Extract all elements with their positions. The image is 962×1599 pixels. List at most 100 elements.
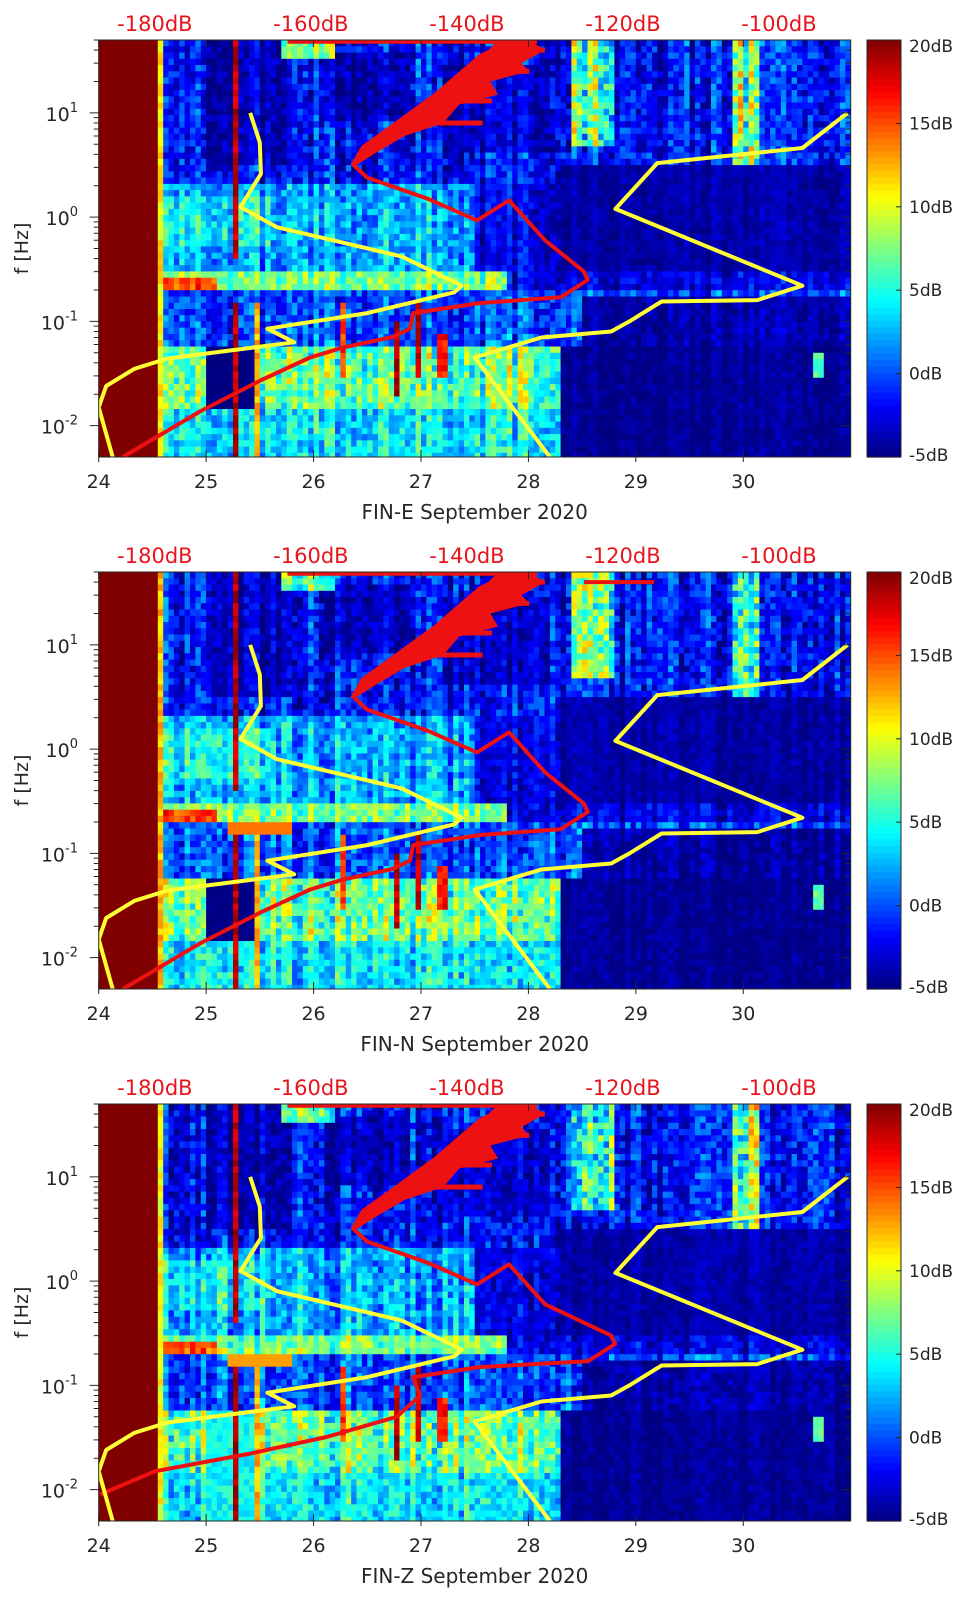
heatmap-cell <box>421 327 427 335</box>
heatmap-cell <box>421 359 427 366</box>
heatmap-cell <box>125 402 132 410</box>
heatmap-cell <box>318 140 325 147</box>
heatmap-cell <box>313 271 320 279</box>
heatmap-cell <box>109 327 116 335</box>
heatmap-cell <box>313 334 320 341</box>
heatmap-cell <box>442 415 449 423</box>
heatmap-cell <box>157 296 164 304</box>
heatmap-cell <box>313 446 320 454</box>
heatmap-cell <box>372 258 379 266</box>
heatmap-cell <box>227 258 234 266</box>
heatmap-cell <box>399 215 406 222</box>
heatmap-cell <box>152 202 159 210</box>
heatmap-cell <box>351 183 358 191</box>
heatmap-cell <box>302 302 309 310</box>
heatmap-cell <box>388 196 395 204</box>
heatmap-cell <box>211 202 218 210</box>
heatmap-cell <box>125 271 132 279</box>
heatmap-cell <box>168 77 175 85</box>
heatmap-cell <box>222 434 229 441</box>
heatmap-cell <box>313 409 320 416</box>
heatmap-cell <box>243 133 250 141</box>
heatmap-cell <box>163 65 170 72</box>
heatmap-cell <box>329 327 336 335</box>
heatmap-cell <box>361 52 368 60</box>
heatmap-cell <box>372 165 379 172</box>
heatmap-cell <box>313 121 320 129</box>
heatmap-cell <box>227 52 234 60</box>
heatmap-cell <box>372 327 379 335</box>
heatmap-cell <box>168 40 175 47</box>
heatmap-cell <box>404 321 411 329</box>
heatmap-cell <box>195 121 202 129</box>
heatmap-cell <box>254 371 261 379</box>
heatmap-cell <box>98 52 105 60</box>
heatmap-cell <box>147 302 153 310</box>
heatmap-cell <box>222 277 229 285</box>
heatmap-cell <box>157 165 164 172</box>
heatmap-cell <box>297 271 304 279</box>
heatmap-cell <box>351 334 358 341</box>
heatmap-cell <box>195 334 202 341</box>
heatmap-cell <box>474 221 481 229</box>
heatmap-cell <box>163 77 170 85</box>
heatmap-cell <box>152 121 159 129</box>
heatmap-cell <box>485 115 492 122</box>
heatmap-cell <box>152 340 159 348</box>
heatmap-cell <box>173 258 180 266</box>
heatmap-cell <box>292 290 299 298</box>
heatmap-cell <box>372 171 379 179</box>
heatmap-cell <box>453 421 460 429</box>
heatmap-cell <box>356 402 363 410</box>
heatmap-cell <box>109 415 116 423</box>
heatmap-cell <box>329 371 336 379</box>
heatmap-cell <box>222 371 229 379</box>
heatmap-cell <box>152 183 159 191</box>
heatmap-cell <box>130 296 137 304</box>
heatmap-cell <box>399 296 406 304</box>
heatmap-cell <box>249 452 256 457</box>
heatmap-cell <box>206 90 213 97</box>
heatmap-cell <box>297 427 304 435</box>
heatmap-cell <box>120 421 127 429</box>
heatmap-cell <box>335 208 341 216</box>
heatmap-cell <box>136 296 143 304</box>
heatmap-cell <box>163 452 170 457</box>
heatmap-cell <box>404 277 411 285</box>
heatmap-cell <box>297 202 304 210</box>
heatmap-cell <box>324 346 331 354</box>
heatmap-cell <box>130 96 137 104</box>
heatmap-cell <box>216 290 223 298</box>
heatmap-cell <box>308 96 315 104</box>
heatmap-cell <box>173 302 180 310</box>
heatmap-cell <box>453 246 460 254</box>
heatmap-cell <box>335 46 341 54</box>
heatmap-cell <box>141 190 148 197</box>
heatmap-cell <box>308 133 315 141</box>
heatmap-cell <box>195 302 202 310</box>
heatmap-cell <box>447 227 454 235</box>
heatmap-cell <box>238 258 245 266</box>
heatmap-cell <box>211 233 218 241</box>
heatmap-cell <box>458 327 465 335</box>
heatmap-cell <box>335 377 341 385</box>
heatmap-cell <box>259 334 266 341</box>
heatmap-cell <box>437 277 444 285</box>
heatmap-cell <box>281 152 288 160</box>
heatmap-cell <box>136 271 143 279</box>
heatmap-cell <box>243 177 250 185</box>
heatmap-cell <box>313 133 320 141</box>
heatmap-cell <box>147 421 153 429</box>
heatmap-cell <box>114 283 121 291</box>
heatmap-cell <box>227 446 234 454</box>
heatmap-cell <box>388 52 395 60</box>
heatmap-cell <box>109 302 116 310</box>
heatmap-cell <box>372 334 379 341</box>
heatmap-cell <box>431 446 438 454</box>
heatmap-cell <box>351 321 358 329</box>
heatmap-cell <box>464 446 470 454</box>
heatmap-cell <box>367 452 374 457</box>
heatmap-cell <box>302 396 309 404</box>
heatmap-cell <box>109 190 116 197</box>
heatmap-cell <box>163 321 170 329</box>
